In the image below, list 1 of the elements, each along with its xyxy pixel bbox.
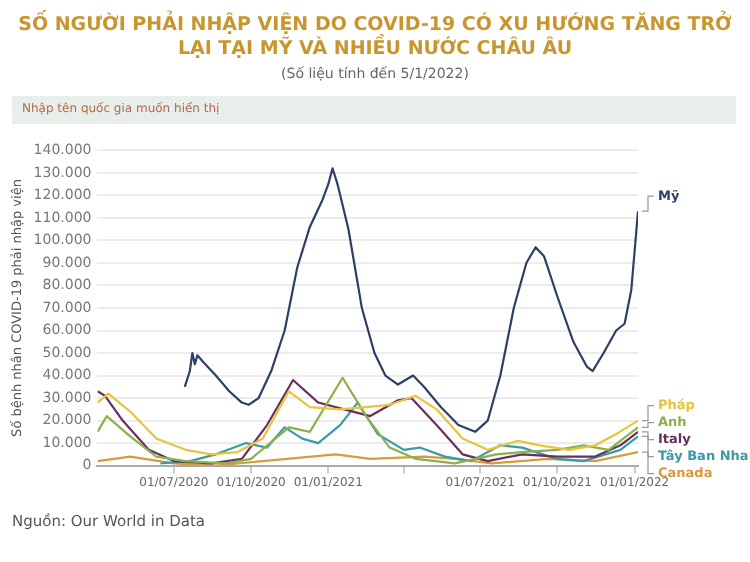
- chart-title: SỐ NGƯỜI PHẢI NHẬP VIỆN DO COVID-19 CÓ XU HƯỚNG TĂNG TRỞ LẠI TẠI MỸ VÀ NHIỀU NƯỚC CHÂU ÂU: [16, 14, 734, 62]
